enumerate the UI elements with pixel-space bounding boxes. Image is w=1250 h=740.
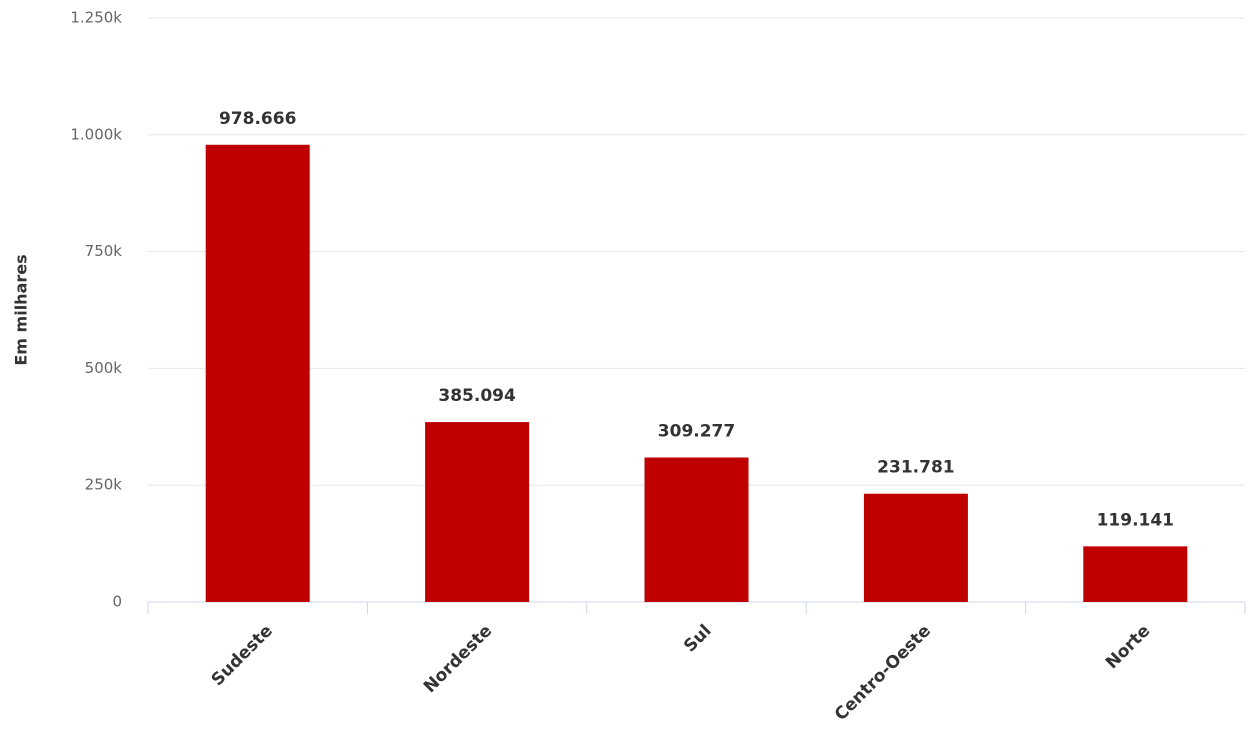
y-tick-label: 250k [85, 476, 123, 494]
data-label: 119.141 [1097, 510, 1174, 530]
x-tick-label: Nordeste [420, 621, 496, 697]
bar [425, 422, 530, 602]
y-tick-label: 1.250k [70, 9, 122, 27]
bar [863, 493, 968, 602]
y-tick-label: 500k [85, 359, 123, 377]
x-tick-label: Sudeste [208, 621, 277, 690]
bar [205, 144, 310, 602]
y-tick-label: 750k [85, 242, 123, 260]
bar [644, 457, 749, 602]
bar [1083, 546, 1188, 602]
data-label: 309.277 [658, 422, 735, 442]
x-tick-label: Centro-Oeste [831, 621, 935, 725]
data-label: 978.666 [219, 109, 296, 129]
data-label: 231.781 [877, 458, 954, 478]
y-tick-label: 1.000k [70, 125, 122, 143]
data-label: 385.094 [438, 386, 516, 406]
x-tick-label: Sul [680, 621, 715, 656]
y-axis-label: Em milhares [12, 254, 31, 365]
y-tick-label: 0 [112, 593, 122, 611]
x-tick-label: Norte [1102, 621, 1154, 673]
